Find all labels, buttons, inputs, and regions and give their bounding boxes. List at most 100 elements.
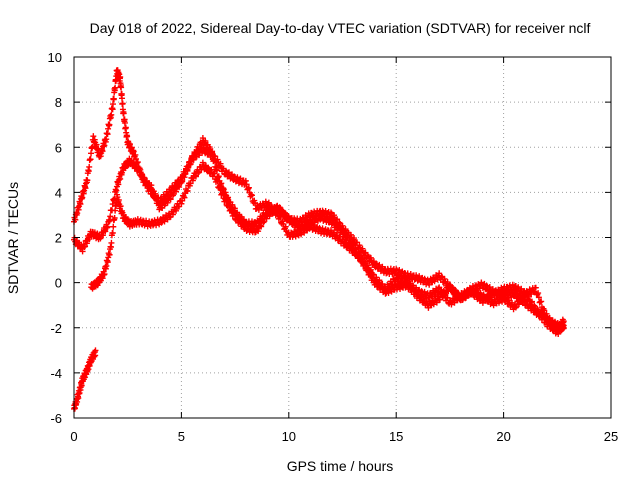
data-point (367, 269, 374, 276)
data-point (108, 239, 115, 246)
data-point (421, 288, 428, 295)
data-point (225, 169, 232, 176)
data-point (413, 284, 420, 291)
y-tick-label: 4 (55, 185, 62, 200)
data-point (279, 218, 286, 225)
data-point (109, 106, 116, 113)
data-point (543, 310, 550, 317)
data-point (209, 149, 216, 156)
data-point (560, 318, 567, 325)
data-point (101, 271, 108, 278)
y-tick-label: -2 (50, 321, 62, 336)
y-axis-label: SDTVAR / TECUs (5, 182, 21, 294)
data-point (104, 223, 111, 230)
x-axis-label: GPS time / hours (287, 458, 394, 474)
series-track-d (71, 347, 99, 412)
data-point (120, 110, 127, 117)
data-point (121, 119, 128, 126)
data-point (214, 178, 221, 185)
data-point (170, 186, 177, 193)
data-point (164, 199, 171, 206)
data-point (178, 200, 185, 207)
data-point (217, 160, 224, 167)
data-point (173, 207, 180, 214)
data-point (347, 237, 354, 244)
data-point (77, 201, 84, 208)
data-point (118, 84, 125, 91)
data-point (106, 121, 113, 128)
data-point (119, 95, 126, 102)
data-point (248, 191, 255, 198)
data-point (251, 197, 258, 204)
data-point (330, 217, 337, 224)
data-point (239, 220, 246, 227)
data-point (217, 186, 224, 193)
data-point (138, 170, 145, 177)
y-tick-label: 10 (48, 50, 62, 65)
data-point (332, 221, 339, 228)
data-point (418, 288, 425, 295)
data-point (158, 219, 165, 226)
data-point (92, 347, 99, 354)
data-point (545, 319, 552, 326)
data-point (338, 226, 345, 233)
data-point (378, 282, 385, 289)
data-point (534, 306, 541, 313)
data-point (442, 291, 449, 298)
data-point (185, 164, 192, 171)
data-point (341, 230, 348, 237)
data-point (211, 170, 218, 177)
x-tick-label: 20 (496, 429, 510, 444)
data-point (219, 190, 226, 197)
data-point (301, 229, 308, 236)
data-point (208, 166, 215, 173)
data-point (225, 200, 232, 207)
data-point (167, 196, 174, 203)
data-point (106, 251, 113, 258)
data-point (436, 270, 443, 277)
y-tick-label: 0 (55, 276, 62, 291)
data-point (117, 203, 124, 210)
data-point (117, 175, 124, 182)
data-point (263, 215, 270, 222)
data-point (334, 216, 341, 223)
data-point (278, 207, 285, 214)
data-point (293, 220, 300, 227)
data-point (179, 197, 186, 204)
data-point (285, 212, 292, 219)
data-point (199, 159, 206, 166)
data-point (219, 189, 226, 196)
y-tick-label: 2 (55, 231, 62, 246)
data-point (119, 100, 126, 107)
data-point (344, 234, 351, 241)
data-point (231, 210, 238, 217)
series-track-c (88, 159, 567, 337)
x-tick-label: 15 (389, 429, 403, 444)
data-point (438, 273, 445, 280)
data-point (260, 219, 267, 226)
data-point (156, 199, 163, 206)
data-point (205, 164, 212, 171)
data-point (181, 194, 188, 201)
data-point (216, 182, 223, 189)
data-point (282, 223, 289, 230)
data-point (525, 293, 532, 300)
data-point (104, 131, 111, 138)
y-tick-label: 6 (55, 140, 62, 155)
data-point (124, 133, 131, 140)
data-point (350, 240, 357, 247)
data-point (327, 209, 334, 216)
data-point (519, 297, 526, 304)
data-point (372, 278, 379, 285)
x-tick-label: 5 (178, 429, 185, 444)
data-point (385, 290, 392, 297)
data-point (162, 195, 169, 202)
x-tick-label: 10 (282, 429, 296, 444)
data-point (202, 163, 209, 170)
data-point (248, 192, 255, 199)
data-point (528, 298, 535, 305)
data-point (103, 136, 110, 143)
data-point (88, 150, 95, 157)
data-point (403, 279, 410, 286)
data-point (228, 205, 235, 212)
